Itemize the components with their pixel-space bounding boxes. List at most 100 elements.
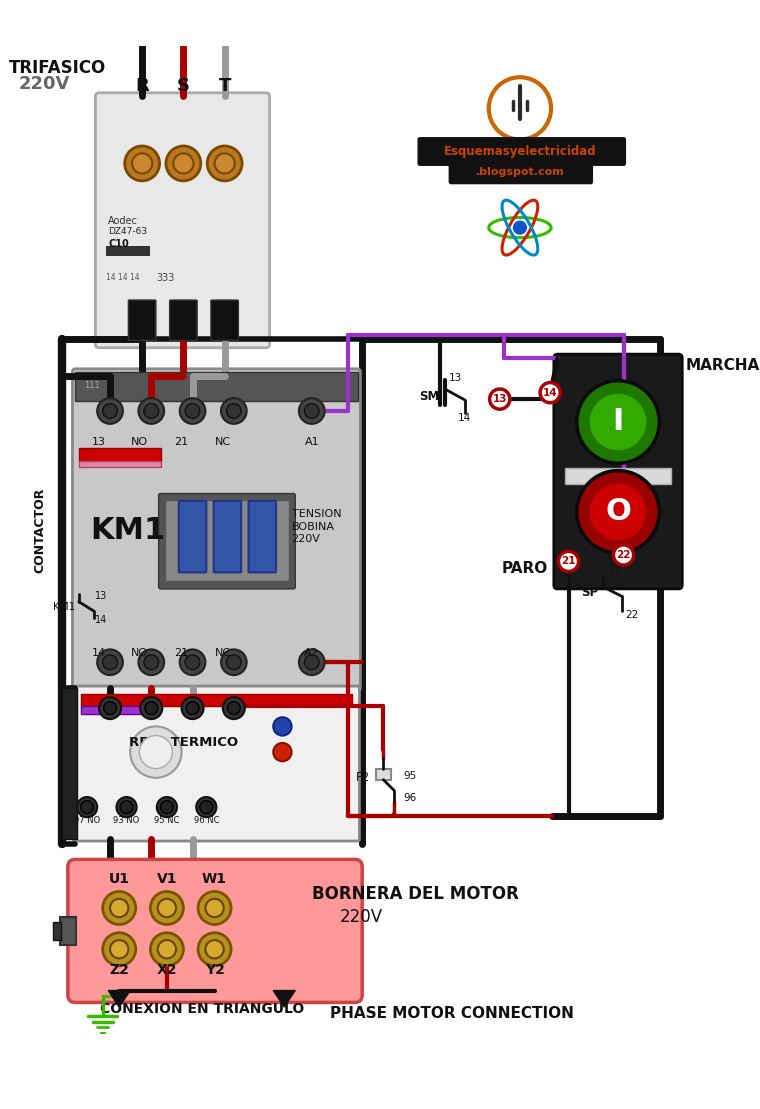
Text: CONEXION EN TRIANGULO: CONEXION EN TRIANGULO bbox=[100, 1001, 304, 1016]
Bar bbox=[565, 468, 671, 485]
Circle shape bbox=[182, 698, 204, 719]
Text: C10: C10 bbox=[108, 238, 129, 248]
Circle shape bbox=[158, 940, 176, 958]
Bar bbox=[75, 372, 358, 401]
Circle shape bbox=[274, 743, 292, 761]
Circle shape bbox=[150, 933, 183, 966]
Circle shape bbox=[221, 398, 247, 424]
Text: BOBINA: BOBINA bbox=[292, 521, 334, 531]
Text: CONTACTOR: CONTACTOR bbox=[34, 488, 47, 573]
Circle shape bbox=[150, 892, 183, 925]
Circle shape bbox=[214, 153, 235, 173]
Text: F2: F2 bbox=[356, 771, 370, 784]
Bar bbox=[53, 922, 61, 940]
Text: TENSION: TENSION bbox=[292, 509, 341, 519]
Circle shape bbox=[179, 650, 205, 675]
FancyBboxPatch shape bbox=[179, 501, 206, 572]
Text: 333: 333 bbox=[156, 274, 174, 284]
Text: 22: 22 bbox=[616, 550, 631, 560]
Text: V1: V1 bbox=[157, 872, 177, 886]
Text: DZ47-63: DZ47-63 bbox=[108, 226, 147, 236]
Circle shape bbox=[125, 146, 160, 181]
Circle shape bbox=[489, 389, 510, 409]
Text: W1: W1 bbox=[202, 872, 227, 886]
Circle shape bbox=[166, 146, 201, 181]
Text: 220V: 220V bbox=[339, 908, 382, 926]
Text: TRIFASICO: TRIFASICO bbox=[9, 59, 106, 77]
Text: SP: SP bbox=[581, 586, 598, 599]
FancyBboxPatch shape bbox=[72, 369, 360, 691]
Text: NC: NC bbox=[215, 437, 231, 447]
FancyBboxPatch shape bbox=[214, 501, 241, 572]
Circle shape bbox=[103, 702, 116, 714]
Circle shape bbox=[589, 393, 648, 451]
Bar bbox=[165, 500, 289, 581]
Circle shape bbox=[139, 735, 173, 769]
Circle shape bbox=[305, 404, 319, 418]
Circle shape bbox=[226, 655, 241, 670]
Text: 220V: 220V bbox=[18, 75, 70, 93]
Text: 21: 21 bbox=[175, 648, 188, 658]
Text: KM1: KM1 bbox=[90, 516, 166, 545]
Text: A2: A2 bbox=[305, 648, 319, 658]
Circle shape bbox=[97, 398, 123, 424]
Text: T: T bbox=[218, 78, 231, 95]
Circle shape bbox=[81, 801, 93, 814]
Bar bbox=[81, 706, 154, 713]
Circle shape bbox=[132, 153, 152, 173]
Bar bbox=[62, 688, 77, 840]
Circle shape bbox=[205, 898, 223, 917]
Text: 93 NO: 93 NO bbox=[113, 816, 140, 825]
Text: 14 14 14: 14 14 14 bbox=[106, 273, 140, 282]
Text: NO: NO bbox=[131, 648, 148, 658]
Text: R: R bbox=[135, 78, 149, 95]
Bar bbox=[376, 769, 391, 780]
Circle shape bbox=[99, 698, 121, 719]
Text: 111: 111 bbox=[84, 380, 100, 389]
Circle shape bbox=[227, 702, 240, 714]
Text: X2: X2 bbox=[157, 964, 177, 977]
Circle shape bbox=[185, 655, 200, 670]
Circle shape bbox=[226, 404, 241, 418]
Text: 21: 21 bbox=[562, 557, 576, 567]
FancyBboxPatch shape bbox=[418, 138, 625, 165]
Circle shape bbox=[540, 383, 560, 403]
Circle shape bbox=[185, 404, 200, 418]
Text: I: I bbox=[613, 407, 624, 437]
Circle shape bbox=[299, 398, 325, 424]
FancyBboxPatch shape bbox=[554, 354, 682, 589]
Text: Y2: Y2 bbox=[204, 964, 224, 977]
Text: 14: 14 bbox=[92, 648, 106, 658]
Circle shape bbox=[223, 698, 245, 719]
Polygon shape bbox=[108, 990, 130, 1007]
Text: 13: 13 bbox=[95, 591, 108, 601]
Text: 21: 21 bbox=[175, 437, 188, 447]
Circle shape bbox=[221, 650, 247, 675]
FancyBboxPatch shape bbox=[211, 301, 239, 340]
Circle shape bbox=[103, 892, 136, 925]
Text: 97 NO: 97 NO bbox=[74, 816, 100, 825]
Text: .blogspot.com: .blogspot.com bbox=[476, 166, 564, 176]
Bar bbox=[79, 460, 161, 467]
Text: 22: 22 bbox=[625, 610, 638, 620]
Circle shape bbox=[130, 726, 182, 777]
Circle shape bbox=[158, 898, 176, 917]
Text: 13: 13 bbox=[492, 394, 507, 404]
FancyBboxPatch shape bbox=[95, 93, 270, 348]
FancyBboxPatch shape bbox=[68, 859, 363, 1003]
Text: O: O bbox=[605, 497, 631, 527]
FancyBboxPatch shape bbox=[449, 160, 592, 184]
Text: 13: 13 bbox=[92, 437, 106, 447]
Circle shape bbox=[157, 797, 177, 817]
Bar bbox=[106, 246, 150, 256]
Text: NO: NO bbox=[131, 437, 148, 447]
Text: Z2: Z2 bbox=[109, 964, 129, 977]
Text: MARCHA: MARCHA bbox=[686, 357, 760, 373]
Circle shape bbox=[103, 655, 117, 670]
Circle shape bbox=[138, 398, 164, 424]
Circle shape bbox=[179, 398, 205, 424]
Circle shape bbox=[144, 404, 159, 418]
FancyBboxPatch shape bbox=[169, 301, 197, 340]
Circle shape bbox=[514, 221, 527, 234]
Text: 21: 21 bbox=[608, 563, 621, 573]
